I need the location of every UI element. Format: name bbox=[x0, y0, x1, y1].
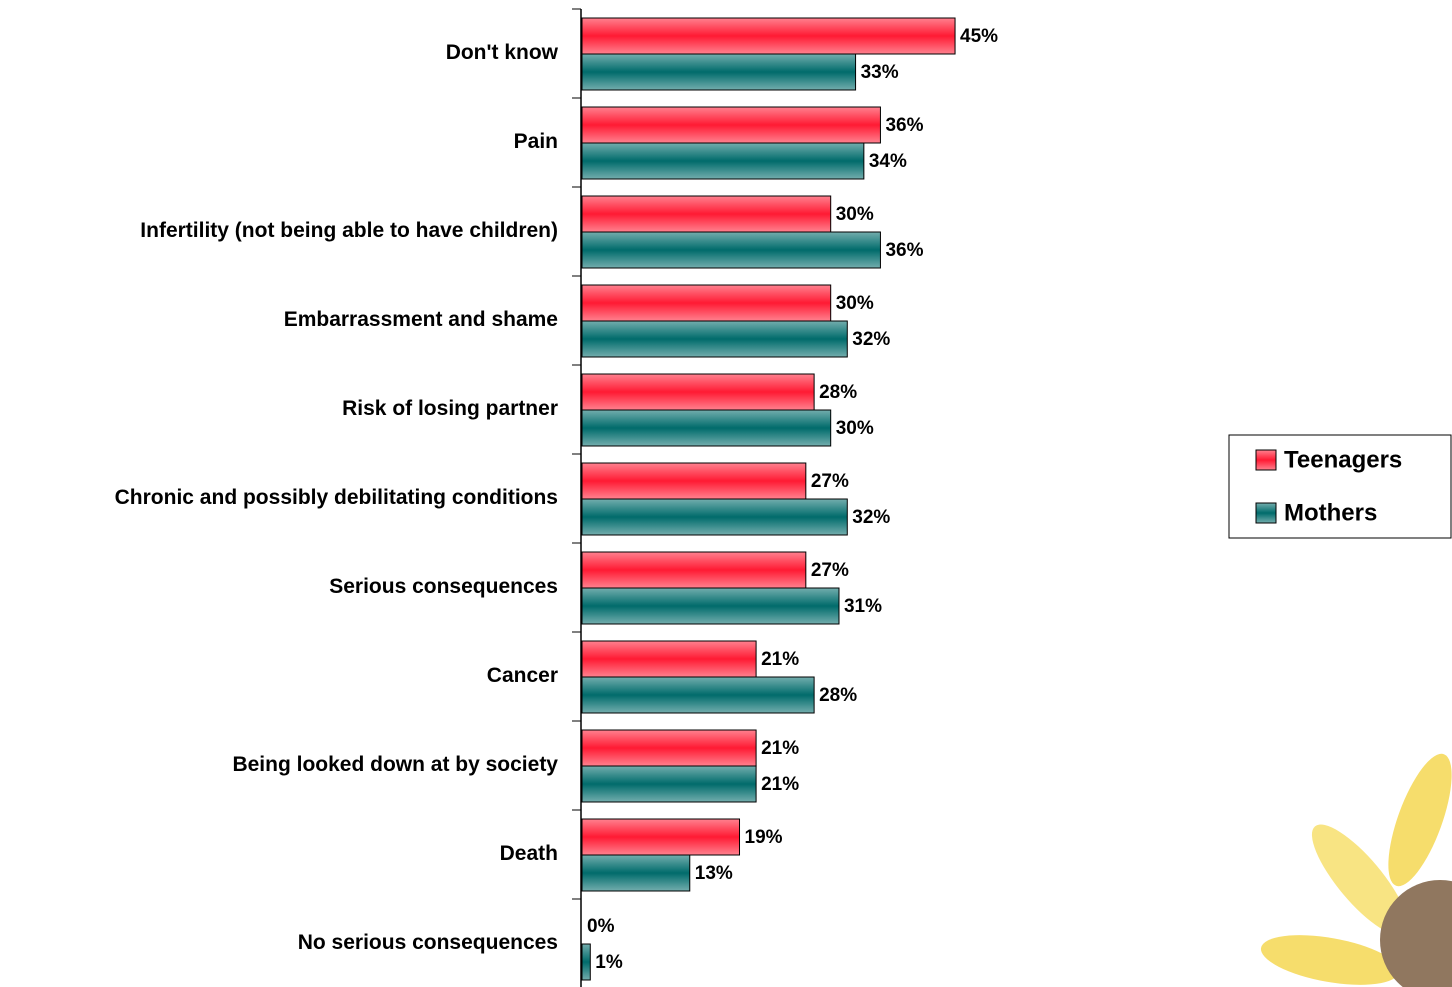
bar bbox=[581, 320, 848, 358]
bar bbox=[581, 729, 757, 767]
y-tick-label: Death bbox=[500, 842, 558, 865]
bar bbox=[581, 676, 815, 714]
value-label: 21% bbox=[761, 738, 799, 759]
value-label: 45% bbox=[960, 26, 998, 47]
value-label: 1% bbox=[595, 952, 623, 973]
bar bbox=[581, 195, 832, 233]
value-label: 19% bbox=[745, 827, 783, 848]
value-label: 21% bbox=[761, 774, 799, 795]
y-tick-label: Risk of losing partner bbox=[342, 397, 558, 420]
value-label: 30% bbox=[836, 204, 874, 225]
value-label: 21% bbox=[761, 649, 799, 670]
value-label: 34% bbox=[869, 151, 907, 172]
y-tick-label: Embarrassment and shame bbox=[284, 308, 558, 331]
value-label: 13% bbox=[695, 863, 733, 884]
bar bbox=[581, 142, 865, 180]
bar bbox=[581, 409, 832, 447]
bar bbox=[581, 53, 857, 91]
y-tick-label: No serious consequences bbox=[298, 931, 558, 954]
value-label: 30% bbox=[836, 293, 874, 314]
value-label: 27% bbox=[811, 471, 849, 492]
value-label: 28% bbox=[819, 382, 857, 403]
value-label: 30% bbox=[836, 418, 874, 439]
bar bbox=[581, 373, 815, 411]
bar bbox=[581, 943, 591, 981]
value-label: 31% bbox=[844, 596, 882, 617]
bar bbox=[581, 765, 757, 803]
value-label: 32% bbox=[852, 329, 890, 350]
bar bbox=[581, 587, 840, 625]
value-label: 28% bbox=[819, 685, 857, 706]
value-label: 33% bbox=[861, 62, 899, 83]
bar bbox=[581, 17, 956, 55]
y-tick-label: Being looked down at by society bbox=[232, 753, 558, 776]
y-tick-label: Serious consequences bbox=[329, 575, 558, 598]
value-label: 36% bbox=[885, 240, 923, 261]
value-label: 36% bbox=[885, 115, 923, 136]
bar bbox=[581, 284, 832, 322]
legend-swatch bbox=[1255, 449, 1277, 471]
bar bbox=[581, 106, 881, 144]
value-label: 0% bbox=[587, 916, 615, 937]
bar bbox=[581, 498, 848, 536]
bar bbox=[581, 640, 757, 678]
bar bbox=[581, 854, 691, 892]
legend-label: Mothers bbox=[1284, 499, 1377, 526]
bar bbox=[581, 462, 807, 500]
y-tick-label: Don't know bbox=[446, 41, 559, 64]
y-tick-label: Pain bbox=[514, 130, 558, 153]
y-tick-label: Cancer bbox=[487, 664, 558, 687]
bar bbox=[581, 818, 741, 856]
bar bbox=[581, 551, 807, 589]
value-label: 32% bbox=[852, 507, 890, 528]
value-label: 27% bbox=[811, 560, 849, 581]
bar bbox=[581, 231, 881, 269]
decoration bbox=[1260, 753, 1452, 987]
legend-swatch bbox=[1255, 502, 1277, 524]
y-tick-label: Chronic and possibly debilitating condit… bbox=[115, 486, 558, 509]
legend-label: Teenagers bbox=[1284, 446, 1402, 473]
y-tick-label: Infertility (not being able to have chil… bbox=[140, 219, 558, 242]
